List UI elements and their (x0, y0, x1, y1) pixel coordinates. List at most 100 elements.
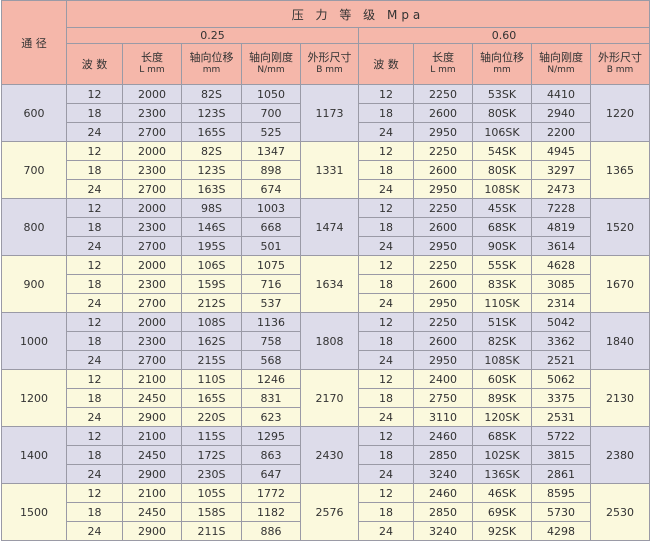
axial-stiffness-060-cell: 5042 (531, 312, 591, 332)
diameter-cell: 900 (1, 255, 67, 313)
axial-displacement-025-cell: 165S (181, 388, 242, 408)
waves-025-cell: 24 (66, 464, 123, 484)
table-row: 18 2450 158S 1182 18 2850 69SK 5730 (2, 502, 650, 522)
axial-displacement-025-cell: 82S (181, 141, 242, 161)
axial-displacement-025-cell: 230S (181, 464, 242, 484)
table-row: 24 2700 163S 674 24 2950 108SK 2473 (2, 179, 650, 199)
waves-025-cell: 12 (66, 483, 123, 503)
table-row: 800 12 2000 98S 1003 1474 12 2250 45SK 7228 1520 (1, 198, 650, 256)
axial-stiffness-060-cell: 2861 (531, 464, 591, 484)
axial-displacement-025-cell: 211S (181, 521, 242, 541)
length-060-cell: 2460 (413, 483, 473, 503)
length-060-cell: 2600 (413, 160, 473, 180)
axial-displacement-025-cell: 106S (181, 255, 242, 275)
length-025-cell: 2450 (122, 388, 182, 408)
axial-stiffness-025-cell: 1050 (241, 84, 301, 104)
length-060-cell: 2950 (413, 350, 473, 370)
waves-060-cell: 12 (358, 255, 414, 275)
length-060-cell: 2250 (413, 198, 473, 218)
waves-025-cell: 12 (66, 141, 123, 161)
waves-060-cell: 24 (358, 521, 414, 541)
table-row: 600 12 2000 82S 1050 1173 12 2250 53SK 4410 1220 (1, 84, 650, 142)
axial-stiffness-025-cell: 1295 (241, 426, 301, 446)
axial-displacement-060-cell: 45SK (472, 198, 532, 218)
length-060-cell: 2460 (413, 426, 473, 446)
waves-025-cell: 18 (66, 217, 123, 237)
axial-displacement-060-cell: 108SK (472, 350, 532, 370)
pressure-025-header: 0.25 (66, 27, 359, 44)
length-060-cell: 2250 (413, 84, 473, 104)
axial-stiffness-060-cell: 3614 (531, 236, 591, 256)
outer-size-025-cell: 1808 (300, 312, 359, 370)
length-025-cell: 2900 (122, 407, 182, 427)
column-header-name: 长度 (141, 51, 163, 64)
table-row: 24 2700 215S 568 24 2950 108SK 2521 (2, 350, 650, 370)
waves-060-cell: 18 (358, 445, 414, 465)
pressure-060-header: 0.60 (358, 27, 650, 44)
waves-025-cell: 12 (66, 255, 123, 275)
length-025-cell: 2900 (122, 521, 182, 541)
axial-displacement-025-cell: 159S (181, 274, 242, 294)
axial-displacement-025-cell: 215S (181, 350, 242, 370)
length-060-cell: 2950 (413, 122, 473, 142)
axial-displacement-025-cell: 165S (181, 122, 242, 142)
axial-stiffness-060-cell: 4298 (531, 521, 591, 541)
axial-displacement-060-cell: 106SK (472, 122, 532, 142)
axial-displacement-025-cell: 105S (181, 483, 242, 503)
axial-displacement-025-cell: 162S (181, 331, 242, 351)
column-header-name: 轴向刚度 (249, 51, 293, 64)
axial-displacement-025-cell: 172S (181, 445, 242, 465)
column-header-unit: L mm (139, 65, 165, 75)
axial-stiffness-060-cell: 5722 (531, 426, 591, 446)
axial-displacement-025-cell: 158S (181, 502, 242, 522)
table-row: 18 2450 172S 863 18 2850 102SK 3815 (2, 445, 650, 465)
diameter-cell: 1000 (1, 312, 67, 370)
table-row: 18 2300 159S 716 18 2600 83SK 3085 (2, 274, 650, 294)
axial-displacement-060-cell: 55SK (472, 255, 532, 275)
waves-060-cell: 12 (358, 369, 414, 389)
axial-displacement-060-cell: 80SK (472, 160, 532, 180)
axial-stiffness-025-cell: 1347 (241, 141, 301, 161)
length-025-cell: 2000 (122, 312, 182, 332)
length-060-cell: 3110 (413, 407, 473, 427)
outer-size-025-cell: 1331 (300, 141, 359, 199)
diameter-cell: 1200 (1, 369, 67, 427)
length-025-cell: 2900 (122, 464, 182, 484)
axial-displacement-025-cell: 98S (181, 198, 242, 218)
axial-displacement-060-cell: 54SK (472, 141, 532, 161)
column-header: 外形尺寸 B mm (590, 43, 650, 85)
length-060-cell: 2600 (413, 274, 473, 294)
waves-025-cell: 24 (66, 122, 123, 142)
axial-displacement-060-cell: 92SK (472, 521, 532, 541)
column-header-name: 轴向刚度 (539, 51, 583, 64)
table-row: 24 2900 220S 623 24 3110 120SK 2531 (2, 407, 650, 427)
axial-displacement-060-cell: 108SK (472, 179, 532, 199)
outer-size-025-cell: 1173 (300, 84, 359, 142)
waves-025-cell: 18 (66, 274, 123, 294)
length-060-cell: 2950 (413, 179, 473, 199)
axial-stiffness-025-cell: 716 (241, 274, 301, 294)
length-025-cell: 2700 (122, 236, 182, 256)
axial-stiffness-025-cell: 1182 (241, 502, 301, 522)
axial-displacement-060-cell: 51SK (472, 312, 532, 332)
waves-060-cell: 18 (358, 502, 414, 522)
diameter-header: 通 径 (1, 0, 67, 85)
axial-stiffness-025-cell: 623 (241, 407, 301, 427)
axial-stiffness-025-cell: 501 (241, 236, 301, 256)
axial-displacement-060-cell: 46SK (472, 483, 532, 503)
axial-displacement-025-cell: 115S (181, 426, 242, 446)
outer-size-060-cell: 1220 (590, 84, 650, 142)
axial-stiffness-060-cell: 4628 (531, 255, 591, 275)
outer-size-025-cell: 1474 (300, 198, 359, 256)
column-header: 轴向刚度 N/mm (241, 43, 301, 85)
length-060-cell: 2600 (413, 217, 473, 237)
axial-stiffness-060-cell: 4945 (531, 141, 591, 161)
axial-displacement-060-cell: 90SK (472, 236, 532, 256)
table-row: 18 2300 162S 758 18 2600 82SK 3362 (2, 331, 650, 351)
axial-stiffness-025-cell: 886 (241, 521, 301, 541)
waves-060-cell: 18 (358, 331, 414, 351)
axial-stiffness-060-cell: 2531 (531, 407, 591, 427)
table-row: 24 2700 165S 525 24 2950 106SK 2200 (2, 122, 650, 142)
axial-displacement-025-cell: 163S (181, 179, 242, 199)
axial-displacement-025-cell: 212S (181, 293, 242, 313)
